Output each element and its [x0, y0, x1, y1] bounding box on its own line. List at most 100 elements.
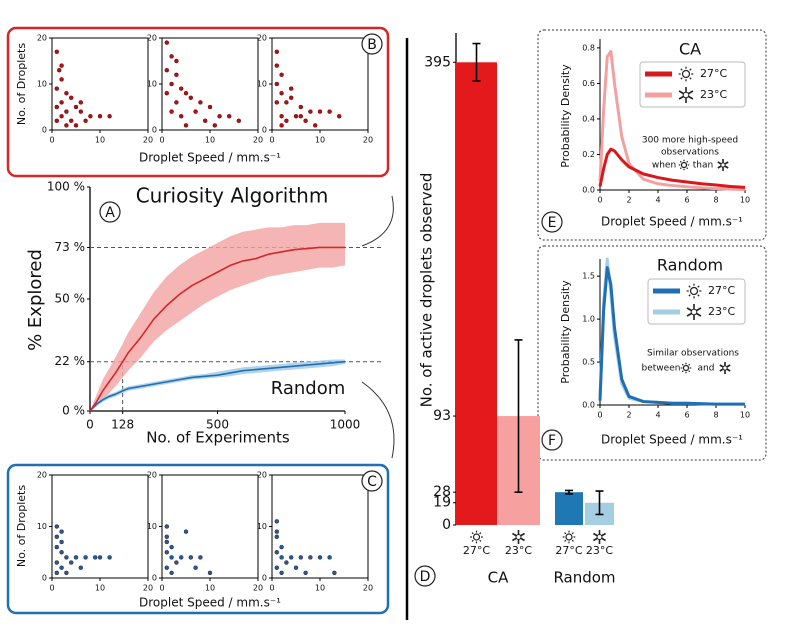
- bar-label: 27°C: [463, 544, 490, 557]
- scatter-point: [327, 555, 332, 560]
- y-tick-label: 0: [152, 126, 157, 135]
- scatter-point: [207, 104, 213, 110]
- chart-title: CA: [679, 40, 701, 59]
- y-tick-label: 50 %: [55, 292, 86, 306]
- sun-ray: [479, 539, 482, 542]
- sun-ray: [679, 160, 682, 163]
- panel-label: A: [105, 205, 115, 221]
- x-axis-label: Droplet Speed / mm.s⁻¹: [139, 596, 281, 610]
- scatter-point: [207, 570, 213, 576]
- series-line: [89, 360, 346, 412]
- x-tick-label: 500: [206, 417, 229, 431]
- scatter-point: [73, 123, 79, 128]
- legend-label: 27°C: [700, 67, 727, 80]
- scatter-point: [274, 534, 279, 539]
- legend-label: 23°C: [700, 88, 727, 101]
- x-tick-label: 10: [740, 196, 750, 205]
- x-tick-label: 10: [315, 584, 325, 593]
- scatter-point: [164, 565, 170, 570]
- y-tick-label: 0.5: [582, 358, 595, 367]
- bar: [456, 62, 497, 526]
- scatter-point: [164, 539, 170, 545]
- scatter-point: [68, 95, 74, 101]
- x-tick-label: 20: [253, 136, 263, 145]
- y-tick-label: 28: [433, 484, 451, 500]
- x-tick-label: 0: [86, 417, 94, 431]
- scatter-point: [289, 555, 294, 560]
- y-tick-label: 1.0: [582, 315, 595, 324]
- legend-label: 27°C: [708, 284, 735, 297]
- y-tick-label: 10: [257, 80, 267, 89]
- scatter-point: [193, 565, 198, 570]
- scatter-point: [317, 555, 323, 560]
- x-tick-label: 10: [205, 136, 215, 145]
- scatter-point: [54, 49, 59, 54]
- scatter-point: [57, 67, 62, 73]
- plot-frame: [51, 474, 149, 579]
- y-tick-label: 20: [37, 34, 47, 43]
- panel-c-frame: [6, 463, 390, 615]
- bar-label: 23°C: [505, 544, 532, 557]
- scatter-point: [274, 519, 279, 524]
- x-tick-label: 6: [684, 411, 689, 420]
- scatter-point: [284, 118, 289, 124]
- sun-ray: [688, 294, 691, 297]
- scatter-point: [54, 560, 59, 565]
- scatter-point: [198, 555, 203, 560]
- scatter-point: [236, 118, 242, 124]
- series-line: [598, 49, 746, 191]
- scatter-point: [97, 555, 103, 560]
- scatter-point: [174, 560, 179, 565]
- x-tick-label: 0: [159, 136, 164, 145]
- chart-title: Random: [657, 256, 723, 275]
- bar-label: 27°C: [555, 544, 582, 557]
- panel-label: D: [420, 569, 431, 585]
- x-tick-label: 10: [205, 584, 215, 593]
- scatter-point: [313, 123, 318, 128]
- x-axis-label: Droplet Speed / mm.s⁻¹: [601, 433, 743, 447]
- snow-core: [722, 365, 728, 371]
- x-axis-label: Droplet Speed / mm.s⁻¹: [601, 215, 743, 229]
- x-tick-label: 8: [713, 411, 718, 420]
- sun-ray: [697, 285, 700, 288]
- scatter-point: [274, 550, 279, 555]
- y-tick-label: 0.0: [582, 186, 595, 195]
- x-tick-label: 2: [626, 196, 631, 205]
- y-tick-label: 20: [257, 471, 267, 480]
- scatter-point: [164, 550, 170, 555]
- scatter-point: [164, 524, 170, 529]
- scatter-point: [274, 529, 279, 534]
- scatter-point: [289, 86, 294, 91]
- scatter-point: [293, 565, 299, 570]
- x-tick-label: 0: [597, 411, 602, 420]
- y-tick-label: 0.0: [582, 401, 595, 410]
- annotation: Similar observations: [647, 349, 739, 359]
- sun-ray: [564, 532, 567, 535]
- scatter-point: [59, 565, 64, 570]
- scatter-point: [78, 109, 84, 114]
- scatter-point: [198, 100, 203, 105]
- scatter-point: [289, 95, 294, 101]
- scatter-point: [54, 534, 59, 539]
- series-line: [598, 266, 745, 406]
- scatter-point: [303, 118, 308, 124]
- y-tick-label: 100 %: [47, 180, 85, 194]
- scatter-point: [169, 570, 174, 576]
- scatter-point: [88, 113, 93, 119]
- bar: [555, 492, 583, 525]
- panel-f-frame: [537, 245, 767, 461]
- panel-badge: [541, 211, 563, 233]
- scatter-point: [78, 565, 84, 570]
- scatter-point: [54, 118, 59, 124]
- scatter-point: [217, 113, 222, 119]
- scatter-point: [64, 570, 69, 576]
- scatter-point: [174, 100, 179, 105]
- scatter-point: [279, 72, 284, 78]
- y-tick-label: 10: [37, 80, 47, 89]
- annotation: than: [693, 161, 713, 171]
- y-tick-label: 1.5: [582, 272, 595, 281]
- sun-ray: [479, 532, 482, 535]
- sun-ray: [686, 160, 689, 163]
- y-tick-label: 0: [442, 517, 451, 533]
- x-tick-label: 20: [363, 136, 373, 145]
